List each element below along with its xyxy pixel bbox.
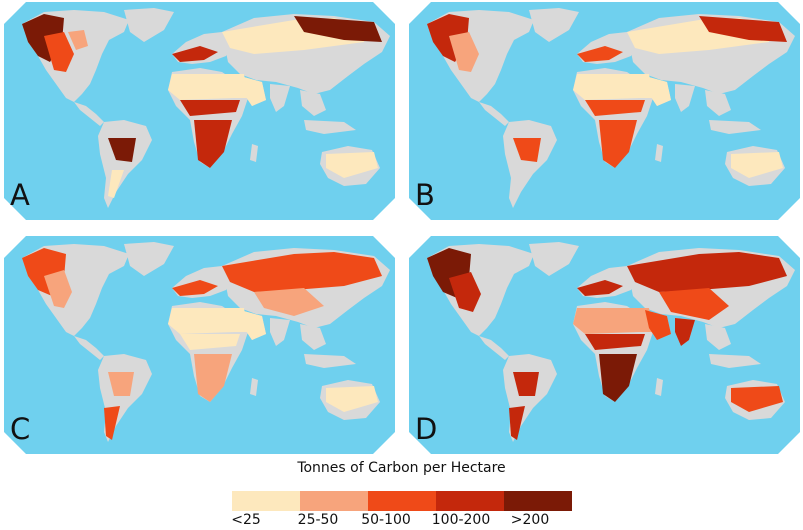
land-madagascar bbox=[655, 144, 663, 162]
land-india bbox=[675, 84, 695, 112]
carbon-region-a-11 bbox=[326, 152, 378, 178]
carbon-region-d-3 bbox=[585, 334, 645, 350]
land-se-asia bbox=[705, 90, 731, 116]
carbon-region-b-1 bbox=[449, 32, 479, 72]
land-indonesia bbox=[709, 354, 761, 368]
land-central-america bbox=[479, 336, 509, 360]
panel-label-a: A bbox=[10, 178, 30, 212]
world-map-d bbox=[409, 236, 800, 454]
carbon-region-d-10 bbox=[509, 406, 525, 440]
legend-label-25-50: 25-50 bbox=[297, 512, 339, 528]
carbon-region-b-6 bbox=[699, 16, 787, 42]
legend-label-gt200: >200 bbox=[510, 512, 550, 528]
carbon-region-d-4 bbox=[599, 354, 637, 402]
panel-label-b: B bbox=[415, 178, 435, 212]
carbon-region-c-11 bbox=[172, 280, 218, 296]
legend-label-50-100: 50-100 bbox=[361, 512, 411, 528]
land-madagascar bbox=[250, 378, 258, 396]
carbon-region-a-10 bbox=[108, 170, 124, 198]
carbon-region-a-4 bbox=[180, 100, 240, 116]
land-se-asia bbox=[705, 324, 731, 350]
carbon-region-c-5 bbox=[222, 252, 382, 292]
land-indonesia bbox=[709, 120, 761, 134]
land-greenland bbox=[529, 242, 579, 276]
carbon-region-a-9 bbox=[108, 138, 136, 162]
legend-swatch-gt200 bbox=[504, 491, 572, 511]
legend-label-100-200: 100-200 bbox=[431, 512, 491, 528]
carbon-region-a-3 bbox=[168, 74, 248, 100]
carbon-region-c-3 bbox=[180, 334, 240, 350]
land-greenland bbox=[529, 8, 579, 42]
world-map-a bbox=[4, 2, 395, 220]
map-panel-a: A bbox=[4, 2, 395, 220]
legend-swatch-50-100 bbox=[368, 491, 436, 511]
carbon-region-c-1 bbox=[44, 270, 72, 308]
legend-swatch-100-200 bbox=[436, 491, 504, 511]
legend-swatch-25-50 bbox=[300, 491, 368, 511]
carbon-region-a-12 bbox=[172, 46, 218, 62]
carbon-region-d-1 bbox=[449, 272, 481, 312]
land-central-america bbox=[74, 336, 104, 360]
map-panel-b: B bbox=[409, 2, 800, 220]
land-central-america bbox=[479, 102, 509, 126]
land-central-america bbox=[74, 102, 104, 126]
carbon-region-c-7 bbox=[240, 310, 266, 340]
carbon-region-a-8 bbox=[240, 76, 266, 106]
carbon-region-c-6 bbox=[254, 288, 324, 316]
legend-swatch-lt25 bbox=[232, 491, 300, 511]
legend-label-lt25: <25 bbox=[231, 512, 261, 528]
carbon-region-b-3 bbox=[585, 100, 645, 116]
land-indonesia bbox=[304, 120, 356, 134]
carbon-region-c-4 bbox=[194, 354, 232, 402]
carbon-region-d-2 bbox=[573, 308, 653, 334]
land-madagascar bbox=[655, 378, 663, 396]
carbon-region-b-8 bbox=[513, 138, 541, 162]
map-panel-c: C bbox=[4, 236, 395, 454]
carbon-region-a-2 bbox=[68, 30, 88, 50]
land-greenland bbox=[124, 8, 174, 42]
panel-label-c: C bbox=[10, 412, 31, 446]
carbon-region-d-11 bbox=[731, 386, 783, 412]
carbon-region-c-10 bbox=[326, 386, 378, 412]
carbon-region-a-1 bbox=[44, 32, 74, 72]
carbon-region-d-5 bbox=[627, 252, 787, 292]
carbon-region-d-6 bbox=[659, 288, 729, 320]
carbon-region-b-9 bbox=[731, 152, 783, 178]
legend-title: Tonnes of Carbon per Hectare bbox=[297, 460, 506, 476]
carbon-region-d-9 bbox=[513, 372, 539, 396]
land-indonesia bbox=[304, 354, 356, 368]
land-se-asia bbox=[300, 324, 326, 350]
carbon-region-b-2 bbox=[573, 74, 653, 100]
carbon-region-b-10 bbox=[577, 46, 623, 62]
panel-label-d: D bbox=[415, 412, 438, 446]
world-map-c bbox=[4, 236, 395, 454]
legend-color-bar bbox=[232, 491, 572, 511]
map-panel-d: D bbox=[409, 236, 800, 454]
carbon-region-d-7 bbox=[645, 310, 671, 340]
land-india bbox=[270, 84, 290, 112]
carbon-region-d-8 bbox=[675, 318, 695, 346]
carbon-region-a-5 bbox=[194, 120, 232, 168]
carbon-region-c-8 bbox=[108, 372, 134, 396]
carbon-region-a-7 bbox=[294, 16, 382, 42]
land-se-asia bbox=[300, 90, 326, 116]
carbon-region-b-4 bbox=[599, 120, 637, 168]
world-map-b bbox=[409, 2, 800, 220]
land-india bbox=[270, 318, 290, 346]
land-madagascar bbox=[250, 144, 258, 162]
carbon-region-d-12 bbox=[577, 280, 623, 296]
land-greenland bbox=[124, 242, 174, 276]
carbon-region-c-2 bbox=[168, 308, 248, 334]
carbon-region-c-9 bbox=[104, 406, 120, 440]
carbon-region-b-7 bbox=[645, 76, 671, 106]
